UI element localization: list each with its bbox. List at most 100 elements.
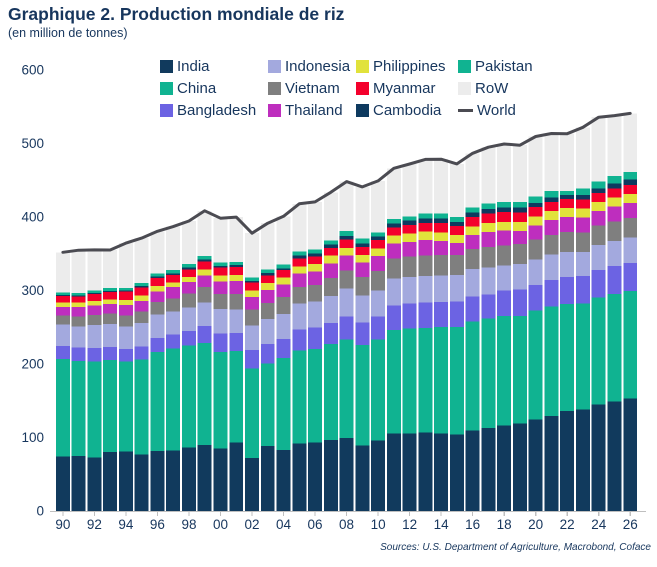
bar-segment-india-2015 [449,434,464,511]
bar-segment-indonesia-2003 [260,319,275,345]
bar-segment-bangladesh-1996 [150,337,165,352]
bar-segment-indonesia-2002 [245,325,259,350]
bar-segment-pakistan-2021 [544,190,559,198]
world-line [61,111,632,254]
bar-segment-myanmar-2011 [386,227,401,236]
bar-segment-thailand-2024 [591,210,606,226]
bar-segment-vietnam-2019 [512,243,527,264]
legend-item-pakistan: Pakistan [458,58,554,75]
bar-segment-india-2007 [323,439,338,511]
bar-segment-vietnam-2012 [402,256,417,277]
bar-segment-china-1993 [103,360,118,452]
legend-label: Pakistan [475,58,533,75]
bar-segment-row-1998 [181,221,196,265]
bar-segment-indonesia-1994 [118,326,133,349]
bar-segment-row-2001 [229,217,244,263]
bar-segment-cambodia-2000 [213,265,228,268]
bar-segment-thailand-2006 [308,271,323,285]
bar-segment-china-2009 [355,345,370,446]
x-axis-tick-label: 92 [87,517,102,532]
myanmar-swatch-icon [356,82,369,95]
bar-segment-philippines-2021 [544,211,559,221]
bar-segment-pakistan-2019 [512,202,527,208]
x-axis-tick-label: 20 [528,517,543,532]
bar-segment-india-1993 [103,451,118,511]
bar-segment-pakistan-2010 [371,232,386,237]
bar-segment-vietnam-2022 [560,231,575,252]
bar-segment-china-2008 [339,339,354,439]
bar-segment-pakistan-2024 [591,181,606,189]
bar-segment-cambodia-1996 [150,276,165,279]
bar-segment-row-2019 [512,145,527,203]
bar-segment-pakistan-2022 [560,190,575,195]
bar-segment-bangladesh-1991 [71,347,86,362]
bar-segment-myanmar-2017 [481,213,496,224]
bar-segment-indonesia-1995 [134,322,149,347]
bar-segment-row-2007 [323,192,338,241]
bar-segment-vietnam-2002 [245,309,259,326]
bar-segment-row-2022 [560,133,575,191]
bar-segment-philippines-2025 [607,197,622,207]
bar-segment-cambodia-2025 [607,183,622,189]
bar-segment-vietnam-1994 [118,315,133,327]
bar-segment-vietnam-2007 [323,277,338,296]
bar-segment-bangladesh-2000 [213,333,228,352]
bar-segment-philippines-1998 [181,276,196,282]
bar-segment-thailand-2017 [481,232,496,248]
bar-segment-row-2009 [355,186,370,239]
bar-segment-philippines-1994 [118,300,133,306]
bar-segment-myanmar-2006 [308,256,323,265]
bar-segment-vietnam-2015 [449,254,464,276]
bar-segment-vietnam-1993 [103,313,118,325]
bar-segment-myanmar-2020 [528,207,543,217]
bar-segment-pakistan-2003 [260,269,275,274]
bar-segment-thailand-2003 [260,289,275,304]
bar-segment-pakistan-2009 [355,238,370,244]
legend-label: India [177,58,210,75]
bar-segment-myanmar-2001 [229,266,244,275]
bar-segment-thailand-2023 [575,217,590,233]
legend-label: Myanmar [373,80,436,97]
bar-segment-philippines-2008 [339,247,354,256]
bar-segment-myanmar-1996 [150,278,165,286]
bar-segment-philippines-2018 [497,221,512,231]
indonesia-swatch-icon [268,60,281,73]
bar-segment-myanmar-2000 [213,267,228,276]
legend-item-china: China [160,80,268,97]
bar-segment-myanmar-2002 [245,282,259,291]
legend-item-philippines: Philippines [356,58,458,75]
chart-subtitle: (en million de tonnes) [8,26,128,40]
bar-segment-philippines-2014 [434,232,449,242]
legend-label: Vietnam [285,80,340,97]
bar-segment-indonesia-2020 [528,259,543,285]
bar-segment-myanmar-2012 [402,224,417,234]
bar-segment-thailand-2025 [607,206,622,222]
bar-segment-indonesia-1992 [87,325,102,349]
bar-segment-bangladesh-2024 [591,270,606,298]
bar-segment-vietnam-2023 [575,232,590,252]
bar-segment-india-2010 [371,440,386,511]
bar-segment-myanmar-2014 [434,223,449,233]
bar-segment-thailand-1999 [197,275,212,288]
bar-segment-myanmar-2013 [418,222,433,232]
bar-segment-india-2012 [402,433,417,511]
bar-segment-row-1999 [197,210,212,256]
bar-segment-india-2009 [355,445,370,511]
bar-segment-philippines-2026 [623,193,638,204]
bar-segment-pakistan-2012 [402,216,417,221]
y-axis-tick-label: 0 [36,504,44,519]
bar-segment-vietnam-1995 [134,311,149,323]
bar-segment-vietnam-2017 [481,247,496,268]
source-note: Sources: U.S. Department of Agriculture,… [380,542,651,553]
bar-segment-vietnam-1991 [71,316,86,327]
bar-segment-china-1992 [87,361,102,458]
bar-segment-thailand-2020 [528,225,543,240]
bar-segment-thailand-1992 [87,305,102,315]
x-axis-tick-label: 98 [181,517,196,532]
bar-segment-bangladesh-2026 [623,262,638,291]
bar-segment-cambodia-2002 [245,280,259,283]
bar-segment-china-2007 [323,344,338,440]
bar-segment-cambodia-2023 [575,195,590,200]
bar-segment-bangladesh-2003 [260,344,275,364]
